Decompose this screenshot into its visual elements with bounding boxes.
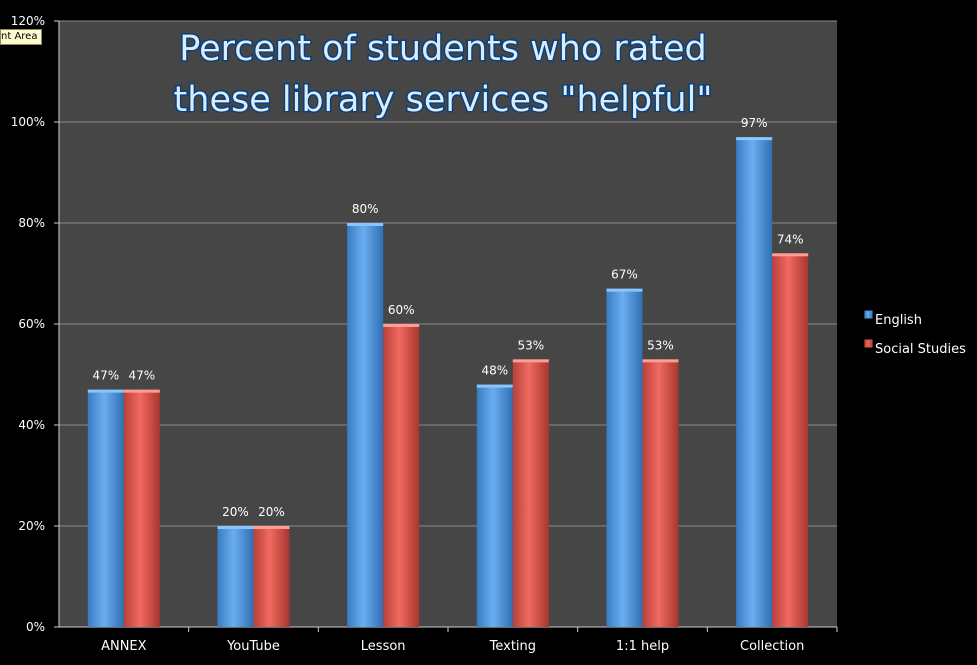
bar-social-studies [123,389,160,627]
data-label: 80% [352,202,379,216]
x-tick-label: Texting [489,639,536,654]
data-label: 47% [92,369,119,383]
legend-swatch [864,310,873,319]
x-tick-label: Collection [740,639,804,654]
bar-english [87,389,124,627]
data-label: 97% [741,116,768,130]
y-tick-label: 100% [11,115,45,129]
data-label: 20% [258,505,285,519]
y-tick-label: 20% [18,519,45,533]
x-tick-label: 1:1 help [616,639,669,654]
legend-swatch [864,339,873,348]
y-tick-label: 0% [26,620,45,634]
data-label: 60% [388,303,415,317]
bar-top-highlight [87,389,124,393]
y-tick-label: 60% [18,317,45,331]
bar-top-highlight [606,288,643,292]
data-label: 53% [517,338,544,352]
bar-top-highlight [772,253,809,257]
y-tick-label: 120% [11,14,45,28]
bar-english [736,137,773,627]
data-label: 47% [128,369,155,383]
chart-area-tooltip: nt Area [0,29,43,45]
bar-social-studies [642,359,679,627]
bar-top-highlight [347,223,384,226]
data-label: 20% [222,505,249,519]
bar-top-highlight [217,526,254,529]
bar-social-studies [253,526,290,627]
y-tick-label: 80% [18,216,45,230]
bar-social-studies [383,324,420,627]
bar-top-highlight [736,137,773,141]
data-label: 67% [611,268,638,282]
bar-english [606,288,643,627]
legend-label: English [875,313,922,328]
bar-top-highlight [512,359,549,363]
bar-top-highlight [253,526,290,529]
bar-english [217,526,254,627]
bar-social-studies [772,253,809,628]
bar-top-highlight [476,384,513,388]
chart-title: Percent of students who rated [179,29,707,69]
legend-label: Social Studies [875,342,966,357]
x-tick-label: YouTube [226,639,280,654]
data-label: 48% [481,364,508,378]
bar-top-highlight [383,324,420,327]
chart-title: these library services "helpful" [174,80,713,120]
data-label: 53% [647,338,674,352]
bar-social-studies [512,359,549,627]
bar-english [476,384,513,627]
data-label: 74% [777,232,804,246]
y-tick-label: 40% [18,418,45,432]
bar-english [347,223,384,627]
bar-top-highlight [123,389,160,393]
x-tick-label: ANNEX [101,639,147,654]
bar-top-highlight [642,359,679,363]
x-tick-label: Lesson [361,639,406,654]
